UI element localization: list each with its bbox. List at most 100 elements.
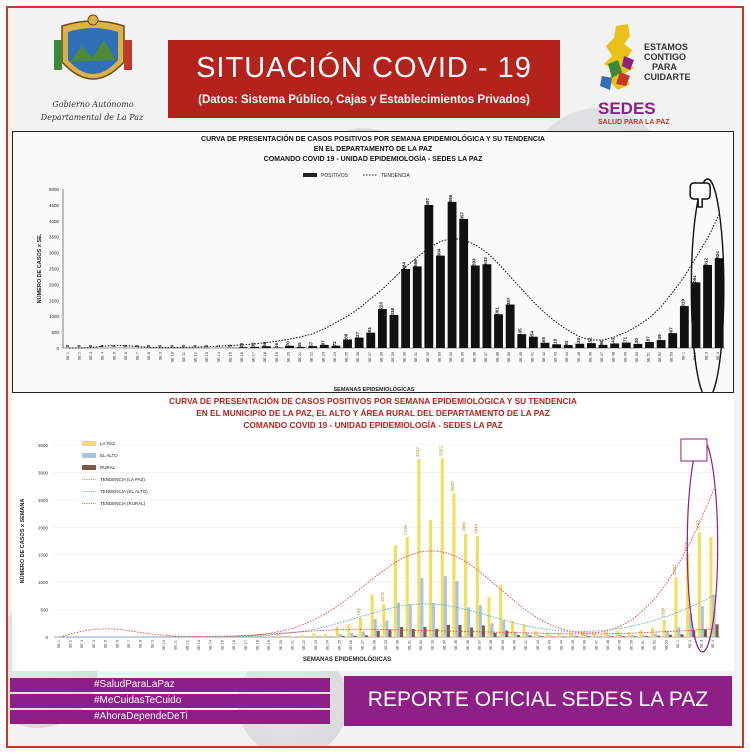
bar — [482, 264, 492, 348]
bar-value-label: 4497 — [425, 197, 430, 208]
x-tick-label: SE 38 — [496, 352, 500, 362]
x-tick-label: SE 28 — [372, 640, 376, 650]
bar — [691, 282, 701, 348]
bar-value-label: 1910 — [684, 541, 689, 552]
bar-rural — [388, 629, 392, 637]
bar-value-label: 2612 — [704, 257, 709, 268]
x-tick-label: SE 53 — [664, 640, 668, 650]
bar-value-label: 249 — [657, 334, 662, 342]
x-tick-label: SE 8 — [147, 352, 151, 360]
x-tick-label: SE 16 — [232, 640, 236, 650]
bar-rural — [528, 635, 532, 637]
bar-la-paz — [265, 636, 269, 637]
bar-value-label: 1367 — [506, 297, 511, 308]
x-tick-label: SE 20 — [286, 352, 290, 362]
x-tick-label: SE 4 — [711, 640, 715, 648]
y-tick-label: 4500 — [49, 203, 60, 208]
bar — [517, 334, 527, 348]
chart2-title-1: CURVA DE PRESENTACIÓN DE CASOS POSITIVOS… — [169, 396, 577, 406]
chart2-title-3: COMANDO COVID 19 - UNIDAD EPIDEMIOLOGÍA … — [243, 420, 503, 430]
x-tick-label: SE 3 — [89, 352, 93, 360]
bar-rural — [411, 628, 415, 637]
bar-value-label: 788 — [356, 608, 361, 616]
x-tick-label: SE 4 — [716, 352, 720, 360]
x-tick-label: SE 34 — [449, 352, 453, 362]
x-tick-label: SE 15 — [228, 352, 232, 362]
logo-text-3: PARA — [652, 62, 677, 72]
bar-value-label: 36 — [251, 342, 256, 348]
bar-la-paz — [616, 630, 620, 637]
x-tick-label: SE 38 — [489, 640, 493, 650]
bar-la-paz — [382, 604, 386, 637]
y-tick-label: 0 — [56, 346, 59, 351]
bar-la-paz — [662, 619, 666, 637]
bar-la-paz — [358, 617, 362, 637]
bar — [250, 346, 260, 348]
bar-la-paz — [288, 635, 292, 637]
x-tick-label: SE 37 — [477, 640, 481, 650]
x-tick-label: SE 51 — [647, 352, 651, 362]
bar-value-label: 130 — [634, 338, 639, 346]
trend-el-alto-line — [59, 594, 715, 638]
x-tick-label: SE 22 — [310, 352, 314, 362]
x-tick-label: SE 18 — [255, 640, 259, 650]
x-tick-label: SE 36 — [472, 352, 476, 362]
bar-value-label: 1223 — [378, 302, 383, 313]
bar-el-alto — [607, 635, 611, 637]
x-tick-label: SE 13 — [197, 640, 201, 650]
bar-rural — [715, 624, 719, 637]
x-tick-label: SE 28 — [379, 352, 383, 362]
x-tick-label: SE 23 — [314, 640, 318, 650]
bar-rural — [587, 636, 591, 637]
bar-value-label: 57 — [309, 341, 314, 347]
bar — [308, 346, 318, 348]
bar-el-alto — [572, 635, 576, 637]
legend-label: TENDENCIA (LA PAZ) — [100, 477, 145, 482]
x-tick-label: SE 20 — [279, 640, 283, 650]
bar — [587, 343, 596, 348]
bar-la-paz — [592, 633, 596, 637]
bar-el-alto — [373, 618, 377, 637]
bar-la-paz — [464, 533, 468, 637]
bar-el-alto — [595, 635, 599, 637]
bar-value-label: 2824 — [715, 251, 720, 262]
bar — [610, 343, 620, 348]
x-tick-label: SE 40 — [513, 640, 517, 650]
gov-line1: Gobierno Autónomo — [52, 100, 134, 109]
y-tick-label: 1000 — [49, 314, 60, 319]
x-tick-label: SE 11 — [174, 640, 178, 650]
bar-value-label: 165 — [541, 337, 546, 345]
bar-la-paz — [452, 493, 456, 637]
x-tick-label: SE 26 — [356, 352, 360, 362]
bar-value-label: 171 — [622, 336, 627, 344]
pointing-hand-icon — [689, 182, 711, 208]
bar-la-paz — [417, 459, 421, 637]
chart2-svg: 0 500 1000 1500 2000 2500 3000 3500 NÚMERO DE CA… — [19, 438, 720, 663]
annotation-ellipse — [690, 178, 725, 392]
bar-la-paz — [429, 519, 433, 637]
bar-rural — [703, 629, 707, 637]
bar-el-alto — [548, 635, 552, 637]
y-tick-label: 500 — [51, 330, 59, 335]
bar-el-alto — [513, 631, 517, 637]
bar-la-paz — [440, 458, 444, 637]
bar-la-paz — [405, 536, 409, 637]
logo-sedes: SEDES — [598, 99, 656, 118]
x-tick-label: SE 49 — [618, 640, 622, 650]
bar-el-alto — [467, 607, 471, 637]
logo-text-1: ESTAMOS — [644, 42, 688, 52]
bar-la-paz — [545, 632, 549, 637]
y-tick-label: 1500 — [38, 553, 49, 558]
y-tick-label: 3000 — [49, 251, 60, 256]
x-tick-label: SE 46 — [588, 352, 592, 362]
bar-el-alto — [700, 606, 704, 637]
bar-el-alto — [537, 634, 541, 637]
bar-la-paz — [534, 630, 538, 637]
bar-el-alto — [654, 633, 658, 637]
bar-la-paz — [709, 537, 713, 637]
coat-of-arms-logo — [54, 14, 132, 80]
bar-el-alto — [350, 632, 354, 637]
bar-el-alto — [443, 576, 447, 637]
bar-value-label: 0 — [88, 344, 93, 347]
x-tick-label: SE 50 — [635, 352, 639, 362]
